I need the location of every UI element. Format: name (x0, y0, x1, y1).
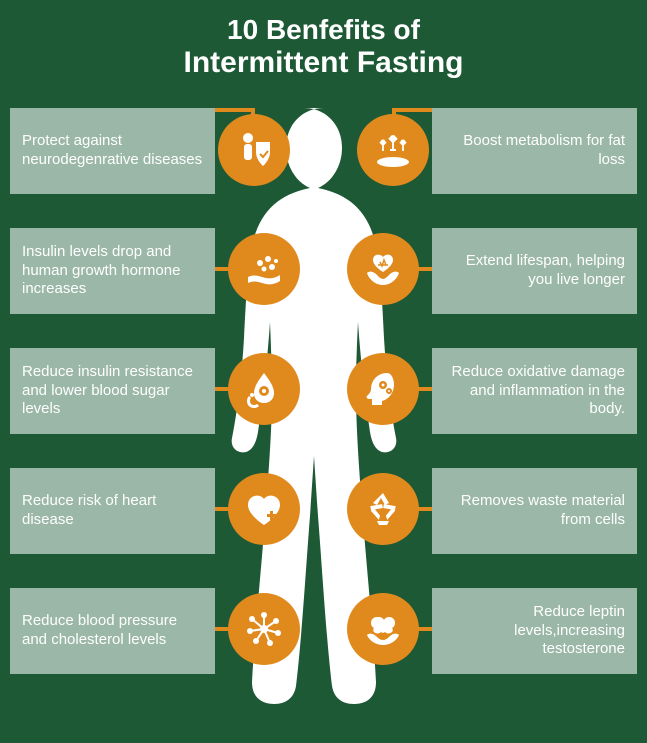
benefit-box-right-3: Reduce oxidative damage and inflammation… (432, 348, 637, 434)
benefit-box-left-3: Reduce insulin resistance and lower bloo… (10, 348, 215, 434)
benefit-text: Removes waste material from cells (444, 492, 625, 530)
benefit-text: Protect against neurodegenrative disease… (22, 132, 203, 170)
benefit-box-left-4: Reduce risk of heart disease (10, 468, 215, 554)
heart-plus-icon (228, 473, 300, 545)
blood-drop-icon (228, 353, 300, 425)
benefit-text: Reduce risk of heart disease (22, 492, 203, 530)
title-line-1: 10 Benfefits of (0, 14, 647, 46)
people-raise-icon (357, 114, 429, 186)
benefit-text: Reduce insulin resistance and lower bloo… (22, 363, 203, 419)
network-icon (228, 593, 300, 665)
benefit-box-left-2: Insulin levels drop and human growth hor… (10, 228, 215, 314)
hand-pills-icon (228, 233, 300, 305)
benefit-box-right-2: Extend lifespan, helping you live longer (432, 228, 637, 314)
benefit-box-left-1: Protect against neurodegenrative disease… (10, 108, 215, 194)
content-area: Protect against neurodegenrative disease… (0, 98, 647, 738)
hands-heart-icon (347, 233, 419, 305)
head-gears-icon (347, 353, 419, 425)
recycle-icon (347, 473, 419, 545)
infographic-title: 10 Benfefits of Intermittent Fasting (0, 0, 647, 98)
benefit-text: Insulin levels drop and human growth hor… (22, 243, 203, 299)
hands-brain-icon (347, 593, 419, 665)
benefit-box-left-5: Reduce blood pressure and cholesterol le… (10, 588, 215, 674)
connector (215, 108, 255, 112)
benefit-text: Boost metabolism for fat loss (444, 132, 625, 170)
benefit-box-right-1: Boost metabolism for fat loss (432, 108, 637, 194)
title-line-2: Intermittent Fasting (0, 46, 647, 80)
benefit-text: Reduce oxidative damage and inflammation… (444, 363, 625, 419)
benefit-box-right-5: Reduce leptin levels,increasing testoste… (432, 588, 637, 674)
benefit-text: Reduce blood pressure and cholesterol le… (22, 612, 203, 650)
connector (392, 108, 432, 112)
benefit-box-right-4: Removes waste material from cells (432, 468, 637, 554)
shield-person-icon (218, 114, 290, 186)
benefit-text: Extend lifespan, helping you live longer (444, 252, 625, 290)
benefit-text: Reduce leptin levels,increasing testoste… (444, 603, 625, 659)
